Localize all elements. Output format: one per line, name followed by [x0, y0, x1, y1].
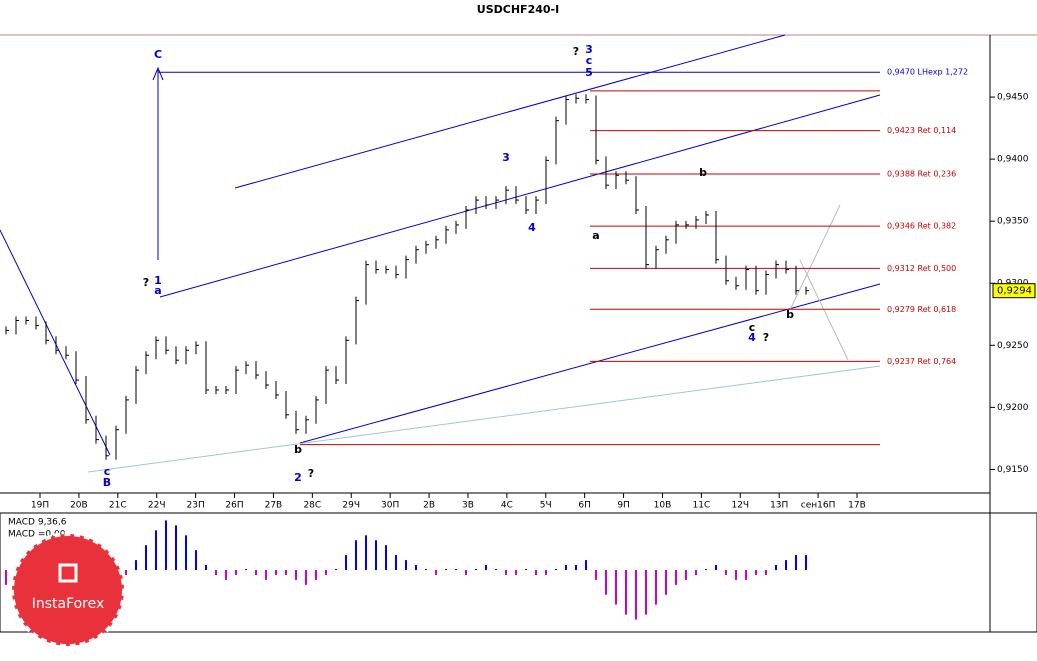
x-tick-label: 23П: [187, 501, 205, 511]
logo: InstaForex: [10, 532, 126, 648]
x-tick-label: 17В: [848, 501, 866, 511]
y-tick-label: 0,9250: [997, 341, 1029, 351]
wave-label: a: [154, 284, 161, 297]
x-tick-label: 12Ч: [731, 501, 749, 511]
projection: [799, 259, 849, 361]
y-tick-label: 0,9350: [997, 217, 1029, 227]
x-tick-label: 20В: [70, 501, 88, 511]
fib-label: 0,9312 Ret 0,500: [887, 264, 956, 273]
wave-label: b: [294, 443, 302, 456]
wave-label: B: [103, 476, 111, 489]
wave-label: 4: [528, 221, 536, 234]
fib-label: 0,9237 Ret 0,764: [887, 357, 956, 366]
wave-label: C: [154, 48, 162, 61]
x-tick-label: 10В: [654, 501, 672, 511]
y-tick-label: 0,9150: [997, 465, 1029, 475]
fib-label: 0,9470 LHexp 1,272: [887, 68, 968, 77]
fib-label: 0,9279 Ret 0,618: [887, 305, 956, 314]
x-tick-label: 9П: [617, 501, 630, 511]
wave-label: 5: [585, 66, 593, 79]
wave-label: a: [592, 229, 599, 242]
wave-label: 4: [748, 331, 756, 344]
chart-title: USDCHF240-I: [477, 3, 559, 16]
wave-label: 3: [585, 43, 593, 56]
wave-label: c: [586, 54, 593, 67]
x-tick-label: 6П: [578, 501, 591, 511]
macd-pane: [0, 512, 1037, 633]
y-tick-label: 0,9200: [997, 403, 1029, 413]
wave-label: 1: [154, 274, 162, 287]
x-tick-label: 29Ч: [342, 501, 360, 511]
x-tick-label: 3В: [462, 501, 474, 511]
x-tick-label: 4С: [501, 501, 513, 511]
channel-lines: [0, 34, 881, 456]
projection: [789, 204, 841, 311]
x-tick-label: 21С: [109, 501, 127, 511]
macd-subtitle: MACD =0,00: [8, 530, 66, 540]
fib-label: 0,9423 Ret 0,114: [887, 126, 956, 135]
trend-line: [87, 365, 881, 473]
wave-label: 2: [294, 471, 302, 484]
wave-label: b: [786, 308, 794, 321]
wave-label: ?: [143, 276, 149, 289]
last-price-label: 0,9294: [997, 286, 1032, 297]
fib-label: 0,9388 Ret 0,236: [887, 170, 956, 179]
x-tick-label: 2В: [423, 501, 435, 511]
x-tick-label: 27В: [265, 501, 283, 511]
wave-label: c: [104, 465, 111, 478]
x-tick-label: 19П: [31, 501, 49, 511]
x-tick-label: сен16П: [801, 501, 836, 511]
wave-label: ?: [763, 331, 769, 344]
x-tick-label: 11С: [693, 501, 711, 511]
x-tick-label: 22Ч: [148, 501, 166, 511]
x-tick-label: 5Ч: [540, 501, 552, 511]
x-tick-label: 30П: [381, 501, 399, 511]
wave-label: 3: [502, 151, 510, 164]
logo-text: InstaForex: [32, 596, 105, 612]
fib-label: 0,9346 Ret 0,382: [887, 222, 956, 231]
macd-title: MACD 9,36,6: [8, 518, 67, 528]
wave-label: ?: [573, 45, 579, 58]
wave-label: c: [749, 321, 756, 334]
x-tick-label: 28С: [303, 501, 321, 511]
x-tick-label: 26П: [225, 501, 243, 511]
y-tick-label: 0,9450: [997, 93, 1029, 103]
wave-label: ?: [308, 467, 314, 480]
y-tick-label: 0,9400: [997, 155, 1029, 165]
last-price-box: [992, 283, 1036, 299]
wave-label: b: [699, 166, 707, 179]
x-tick-label: 13П: [770, 501, 788, 511]
